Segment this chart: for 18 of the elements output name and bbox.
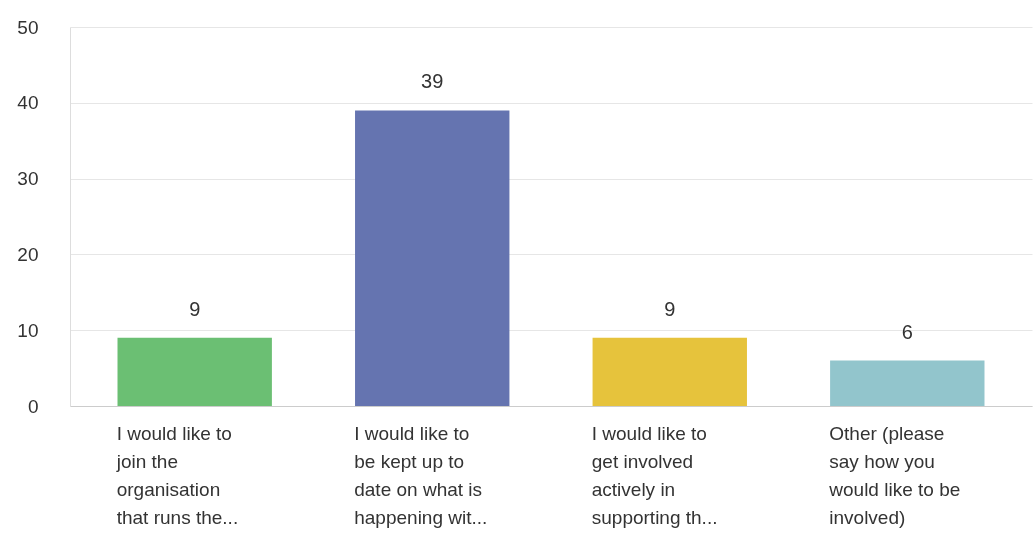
bar (355, 110, 510, 406)
bar (117, 337, 272, 406)
bar (592, 337, 747, 406)
y-tick-label: 30 (17, 168, 39, 190)
y-tick-label: 10 (17, 319, 39, 341)
data-label: 9 (664, 297, 676, 320)
x-tick-label: Other (please say how you would like to be involved) (828, 422, 961, 528)
y-tick-label: 0 (27, 395, 39, 417)
data-label: 6 (901, 320, 913, 343)
bar (830, 360, 985, 406)
data-label: 39 (421, 70, 444, 93)
x-tick-label: I would like to get involved actively in supporting th... (591, 422, 718, 528)
y-tick-label: 20 (17, 243, 39, 265)
x-tick-label: I would like to be kept up to date on what is happening wit... (354, 422, 488, 528)
y-tick-label: 50 (17, 16, 39, 38)
y-tick-label: 40 (17, 92, 39, 114)
x-tick-label: I would like to join the organisation that runs the... (115, 422, 239, 528)
data-label: 9 (189, 297, 201, 320)
